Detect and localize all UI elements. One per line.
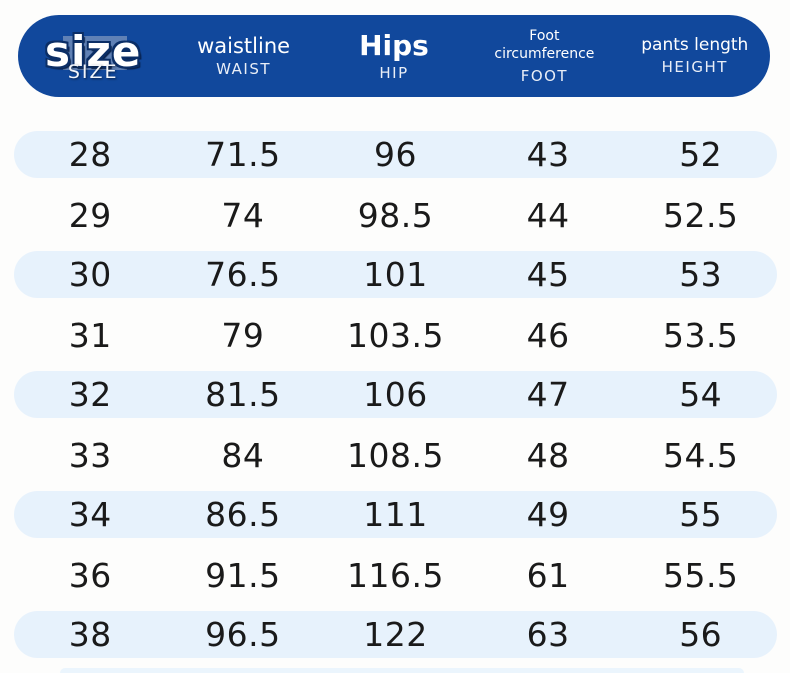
cell-height: 53 [679,255,723,294]
cell-size: 32 [68,375,112,414]
header-col-waist: waistline WAIST [168,34,318,78]
size-title-highlight [63,35,128,70]
cell-hip: 108.5 [347,435,444,475]
table-row: 34 86.5 111 49 55 [14,491,777,538]
header-foot-sub: FOOT [520,66,569,85]
cell-waist: 79 [221,315,265,355]
cell-foot: 43 [526,135,570,174]
table-row: 32 81.5 106 47 54 [14,371,777,418]
cell-waist: 76.5 [205,255,281,294]
size-title: size [45,26,142,76]
cell-hip: 122 [363,615,428,654]
header-waist-main: waistline [197,33,291,58]
cell-waist: 74 [221,195,265,235]
cell-size: 29 [68,195,112,235]
cell-size: 36 [68,555,112,595]
cell-waist: 84 [221,435,265,475]
cell-hip: 106 [363,375,428,414]
cell-waist: 91.5 [205,555,281,595]
cell-size: 28 [68,135,112,174]
cell-hip: 111 [363,495,428,534]
cell-height: 52.5 [662,195,739,235]
table-row: 29 74 98.5 44 52.5 [14,185,777,245]
header-hip-sub: HIP [379,63,409,82]
cell-waist: 86.5 [205,495,281,534]
cell-height: 56 [679,615,723,654]
header-col-height: pants length HEIGHT [620,36,770,76]
table-body: 28 71.5 96 43 52 29 74 98.5 44 52.5 30 76.5 101 45 53 3… [14,125,777,665]
cell-foot: 47 [526,375,570,414]
cell-height: 54.5 [662,435,739,475]
header-col-foot: Foot circumference FOOT [469,27,619,85]
cell-hip: 98.5 [357,195,434,235]
cell-size: 31 [68,315,112,355]
table-row: 31 79 103.5 46 53.5 [14,305,777,365]
header-height-sub: HEIGHT [661,57,728,76]
header-foot-main: Foot circumference [494,28,595,63]
cell-height: 54 [679,375,723,414]
header-size-sub: SIZE [67,61,119,84]
cell-waist: 71.5 [205,135,281,174]
cell-height: 52 [679,135,723,174]
header-waist-sub: WAIST [216,59,272,78]
size-chart-header: size SIZE waistline WAIST Hips HIP Foot … [18,15,770,97]
cell-foot: 49 [526,495,570,534]
table-row: 36 91.5 116.5 61 55.5 [14,545,777,605]
header-col-size: size SIZE [18,26,168,84]
cell-waist: 81.5 [205,375,281,414]
table-row: 28 71.5 96 43 52 [14,131,777,178]
cell-foot: 45 [526,255,570,294]
header-col-hip: Hips HIP [319,28,469,82]
cell-height: 55 [679,495,723,534]
table-row: 33 84 108.5 48 54.5 [14,425,777,485]
cropped-next-row [60,668,744,673]
cell-foot: 48 [526,435,570,475]
header-height-main: pants length [641,35,749,56]
cell-size: 34 [68,495,112,534]
cell-waist: 96.5 [205,615,281,654]
cell-hip: 96 [373,135,417,174]
table-row: 30 76.5 101 45 53 [14,251,777,298]
cell-size: 38 [68,615,112,654]
cell-hip: 103.5 [347,315,444,355]
cell-hip: 116.5 [347,555,444,595]
cell-size: 33 [68,435,112,475]
header-size-main: size [45,26,142,76]
cell-height: 55.5 [662,555,739,595]
cell-height: 53.5 [662,315,739,355]
cell-foot: 46 [526,315,570,355]
table-row: 38 96.5 122 63 56 [14,611,777,658]
header-hip-main: Hips [359,28,429,62]
cell-foot: 63 [526,615,570,654]
cell-size: 30 [68,255,112,294]
cell-foot: 61 [526,555,570,595]
cell-foot: 44 [526,195,570,235]
cell-hip: 101 [363,255,428,294]
